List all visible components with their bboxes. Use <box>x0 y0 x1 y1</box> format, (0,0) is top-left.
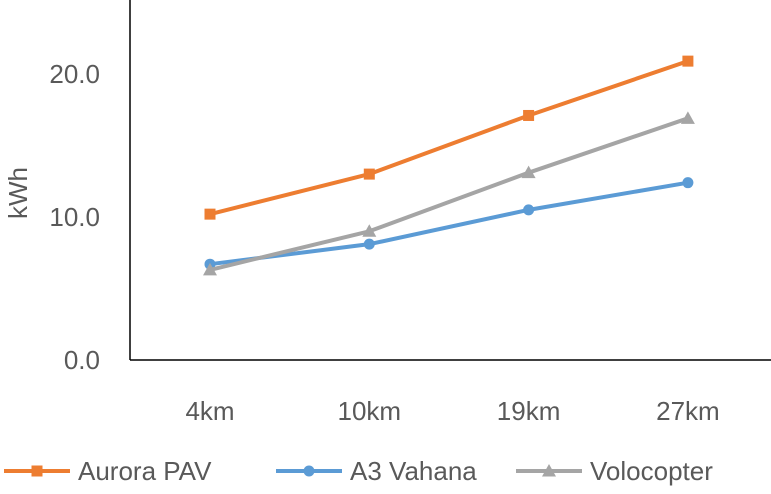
data-point <box>204 208 216 220</box>
data-point <box>682 177 694 189</box>
legend-label: A3 Vahana <box>350 456 477 486</box>
legend-marker <box>31 465 43 477</box>
x-tick-labels: 4km 10km 19km 27km <box>185 396 719 426</box>
legend-label: Aurora PAV <box>78 456 212 486</box>
series-line <box>208 116 690 272</box>
x-tick-label: 10km <box>338 396 402 426</box>
series-line <box>208 180 690 267</box>
y-tick-labels: 0.0 10.0 20.0 <box>49 59 100 375</box>
legend-marker <box>542 464 556 477</box>
data-point <box>680 111 695 124</box>
y-tick-label: 0.0 <box>64 345 100 375</box>
legend-item: A3 Vahana <box>276 456 477 486</box>
series-layer <box>203 55 695 276</box>
x-tick-label: 27km <box>656 396 720 426</box>
data-point <box>523 204 535 216</box>
data-point <box>362 224 377 237</box>
series-a3-vahana <box>204 177 694 270</box>
data-point <box>363 168 375 180</box>
series-line <box>208 59 690 217</box>
data-point <box>682 55 694 67</box>
x-tick-label: 19km <box>497 396 561 426</box>
data-point <box>363 238 375 250</box>
series-aurora-pav <box>204 55 694 220</box>
axes <box>129 0 771 361</box>
data-point <box>203 262 217 276</box>
y-tick-label: 10.0 <box>49 202 100 232</box>
legend-item: Volocopter <box>516 456 713 486</box>
legend-marker <box>303 465 315 477</box>
series-volocopter <box>203 111 695 276</box>
x-tick-label: 4km <box>185 396 234 426</box>
legend: Aurora PAV A3 Vahana Volocopter <box>4 456 713 486</box>
data-point <box>523 109 535 121</box>
legend-label: Volocopter <box>590 456 713 486</box>
data-point <box>521 165 536 179</box>
legend-item: Aurora PAV <box>4 456 212 486</box>
y-tick-label: 20.0 <box>49 59 100 89</box>
y-axis-title: kWh <box>3 167 33 219</box>
